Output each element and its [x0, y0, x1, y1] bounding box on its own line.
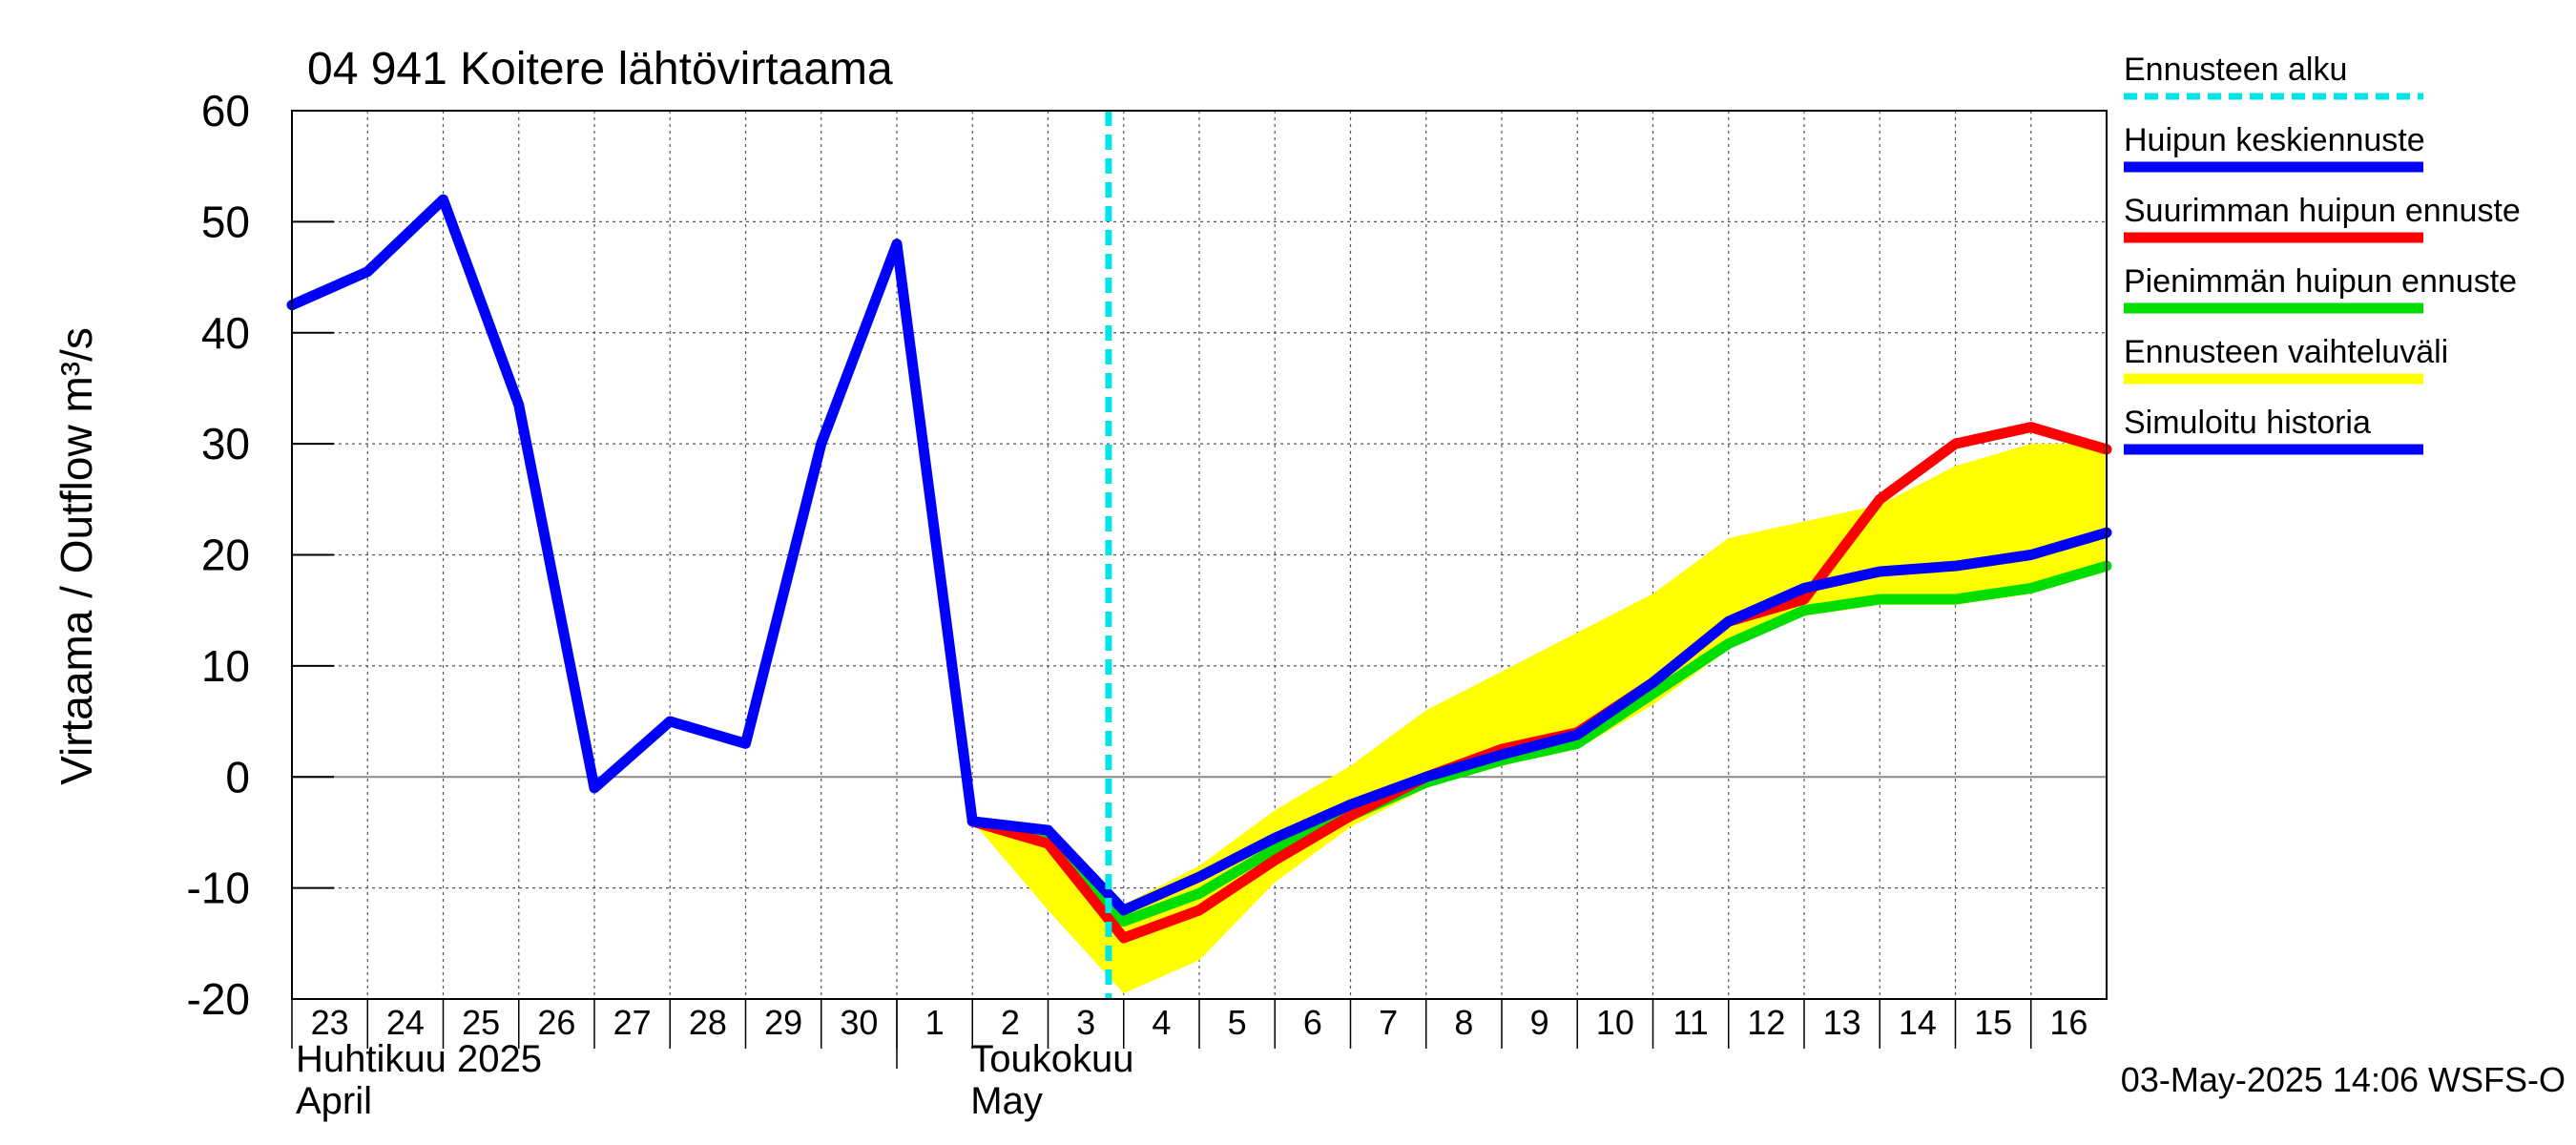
- x-tick-label: 4: [1152, 1003, 1171, 1042]
- legend: Ennusteen alku Huipun keskiennuste Suurimm…: [2124, 52, 2521, 455]
- simulated-history-line: [286, 194, 1053, 836]
- x-tick-label: 13: [1823, 1003, 1861, 1042]
- mean-peak-forecast-line: [1043, 527, 2112, 916]
- x-tick-label: 29: [764, 1003, 802, 1042]
- y-tick-label: 0: [225, 752, 250, 802]
- x-tick-label: 7: [1379, 1003, 1398, 1042]
- y-tick-label: 60: [201, 86, 250, 135]
- y-tick-label: 50: [201, 197, 250, 246]
- month-label-en: May: [970, 1080, 1043, 1122]
- y-tick-label: 30: [201, 419, 250, 468]
- x-tick-label: 25: [462, 1003, 500, 1042]
- month-label-en: April: [296, 1080, 372, 1122]
- y-tick-label: -10: [187, 864, 250, 913]
- x-tick-label: 15: [1974, 1003, 2012, 1042]
- x-tick-label: 9: [1530, 1003, 1549, 1042]
- legend-label: Suurimman huipun ennuste: [2124, 193, 2521, 229]
- timestamp-footer: 03-May-2025 14:06 WSFS-O: [2121, 1060, 2566, 1099]
- x-tick-label: 14: [1899, 1003, 1937, 1042]
- min-peak-forecast-line: [966, 560, 2112, 927]
- x-tick-label: 11: [1672, 1003, 1708, 1042]
- y-tick-label: 20: [201, 531, 250, 580]
- x-tick-label: 26: [537, 1003, 575, 1042]
- x-tick-label: 30: [840, 1003, 878, 1042]
- x-tick-label: 16: [2049, 1003, 2088, 1042]
- x-tick-label: 8: [1454, 1003, 1473, 1042]
- x-tick-label: 27: [613, 1003, 652, 1042]
- x-tick-label: 12: [1747, 1003, 1785, 1042]
- y-axis-label: Virtaama / Outflow m³/s: [52, 327, 101, 785]
- legend-label: Ennusteen vaihteluväli: [2124, 334, 2448, 370]
- x-tick-label: 10: [1596, 1003, 1634, 1042]
- legend-label: Simuloitu historia: [2124, 405, 2371, 441]
- y-tick-label: 10: [201, 641, 250, 691]
- legend-label: Huipun keskiennuste: [2124, 122, 2425, 158]
- x-tick-label: 24: [386, 1003, 425, 1042]
- chart-title: 04 941 Koitere lähtövirtaama: [307, 44, 893, 94]
- x-tick-label: 28: [689, 1003, 727, 1042]
- y-tick-label: -20: [187, 974, 250, 1024]
- x-tick-label: 1: [925, 1003, 945, 1042]
- x-tick-label: 23: [311, 1003, 349, 1042]
- x-tick-label: 5: [1228, 1003, 1247, 1042]
- y-tick-label: 40: [201, 308, 250, 358]
- x-tick-label: 3: [1076, 1003, 1095, 1042]
- x-tick-label: 2: [1001, 1003, 1020, 1042]
- legend-label: Pienimmän huipun ennuste: [2124, 263, 2517, 300]
- x-tick-label: 6: [1303, 1003, 1322, 1042]
- month-label-fi: Toukokuu: [970, 1038, 1133, 1080]
- legend-label: Ennusteen alku: [2124, 52, 2347, 88]
- month-label-fi: Huhtikuu 2025: [296, 1038, 542, 1080]
